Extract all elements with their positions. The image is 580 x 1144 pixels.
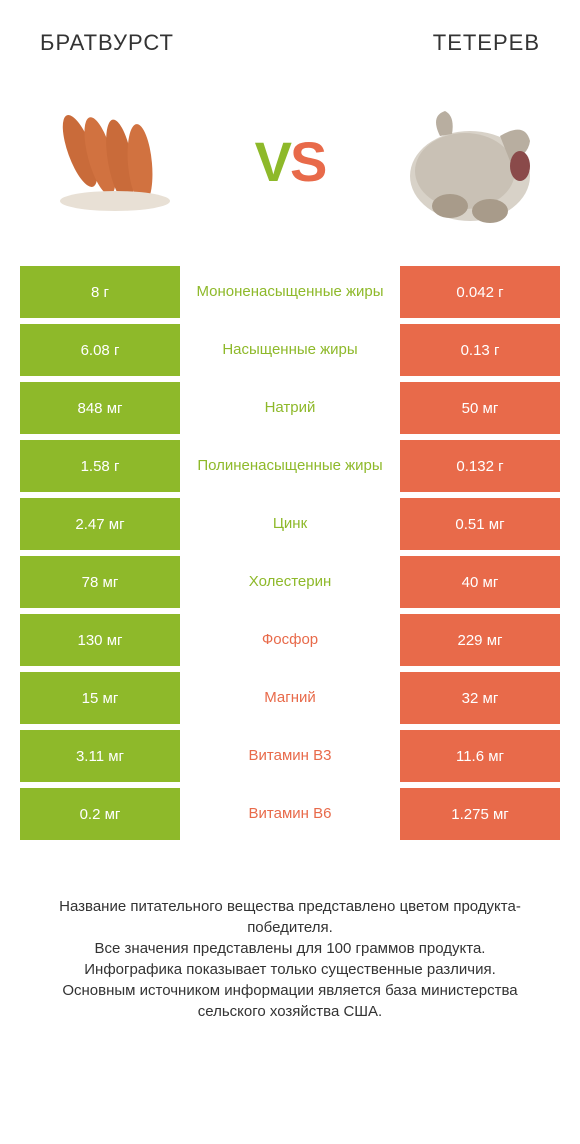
comparison-row: 130 мгФосфор229 мг bbox=[20, 614, 560, 666]
left-value: 6.08 г bbox=[20, 324, 180, 376]
vs-s: S bbox=[290, 130, 325, 193]
comparison-row: 2.47 мгЦинк0.51 мг bbox=[20, 498, 560, 550]
right-value: 1.275 мг bbox=[400, 788, 560, 840]
left-title: БРАТВУРСТ bbox=[40, 30, 174, 56]
right-value: 0.13 г bbox=[400, 324, 560, 376]
comparison-row: 8 гМононенасыщенные жиры0.042 г bbox=[20, 266, 560, 318]
nutrient-label: Холестерин bbox=[180, 556, 400, 608]
footer-line-1: Название питательного вещества представл… bbox=[30, 896, 550, 938]
comparison-row: 6.08 гНасыщенные жиры0.13 г bbox=[20, 324, 560, 376]
comparison-row: 15 мгМагний32 мг bbox=[20, 672, 560, 724]
left-value: 15 мг bbox=[20, 672, 180, 724]
left-food-image bbox=[30, 86, 200, 236]
left-value: 0.2 мг bbox=[20, 788, 180, 840]
footer-line-2: Все значения представлены для 100 граммо… bbox=[30, 938, 550, 959]
nutrient-label: Магний bbox=[180, 672, 400, 724]
left-value: 78 мг bbox=[20, 556, 180, 608]
footer-line-4: Основным источником информации является … bbox=[30, 980, 550, 1022]
left-value: 1.58 г bbox=[20, 440, 180, 492]
left-value: 2.47 мг bbox=[20, 498, 180, 550]
comparison-row: 3.11 мгВитамин B311.6 мг bbox=[20, 730, 560, 782]
comparison-table: 8 гМононенасыщенные жиры0.042 г 6.08 гНас… bbox=[0, 266, 580, 846]
footer-notes: Название питательного вещества представл… bbox=[0, 846, 580, 1052]
vs-v: V bbox=[255, 130, 290, 193]
right-title: ТЕТЕРЕВ bbox=[433, 30, 540, 56]
right-value: 0.51 мг bbox=[400, 498, 560, 550]
nutrient-label: Витамин B3 bbox=[180, 730, 400, 782]
nutrient-label: Насыщенные жиры bbox=[180, 324, 400, 376]
left-value: 130 мг bbox=[20, 614, 180, 666]
right-value: 0.132 г bbox=[400, 440, 560, 492]
right-value: 11.6 мг bbox=[400, 730, 560, 782]
left-value: 3.11 мг bbox=[20, 730, 180, 782]
titles-row: БРАТВУРСТ ТЕТЕРЕВ bbox=[0, 0, 580, 66]
right-value: 32 мг bbox=[400, 672, 560, 724]
left-value: 848 мг bbox=[20, 382, 180, 434]
hero-row: VS bbox=[0, 66, 580, 266]
nutrient-label: Мононенасыщенные жиры bbox=[180, 266, 400, 318]
nutrient-label: Витамин B6 bbox=[180, 788, 400, 840]
right-value: 0.042 г bbox=[400, 266, 560, 318]
left-value: 8 г bbox=[20, 266, 180, 318]
vs-label: VS bbox=[255, 129, 326, 194]
nutrient-label: Полиненасыщенные жиры bbox=[180, 440, 400, 492]
nutrient-label: Фосфор bbox=[180, 614, 400, 666]
comparison-row: 78 мгХолестерин40 мг bbox=[20, 556, 560, 608]
right-value: 40 мг bbox=[400, 556, 560, 608]
right-value: 229 мг bbox=[400, 614, 560, 666]
comparison-row: 0.2 мгВитамин B61.275 мг bbox=[20, 788, 560, 840]
footer-line-3: Инфографика показывает только существенн… bbox=[30, 959, 550, 980]
nutrient-label: Цинк bbox=[180, 498, 400, 550]
nutrient-label: Натрий bbox=[180, 382, 400, 434]
right-food-image bbox=[380, 86, 550, 236]
comparison-row: 848 мгНатрий50 мг bbox=[20, 382, 560, 434]
comparison-row: 1.58 гПолиненасыщенные жиры0.132 г bbox=[20, 440, 560, 492]
right-value: 50 мг bbox=[400, 382, 560, 434]
